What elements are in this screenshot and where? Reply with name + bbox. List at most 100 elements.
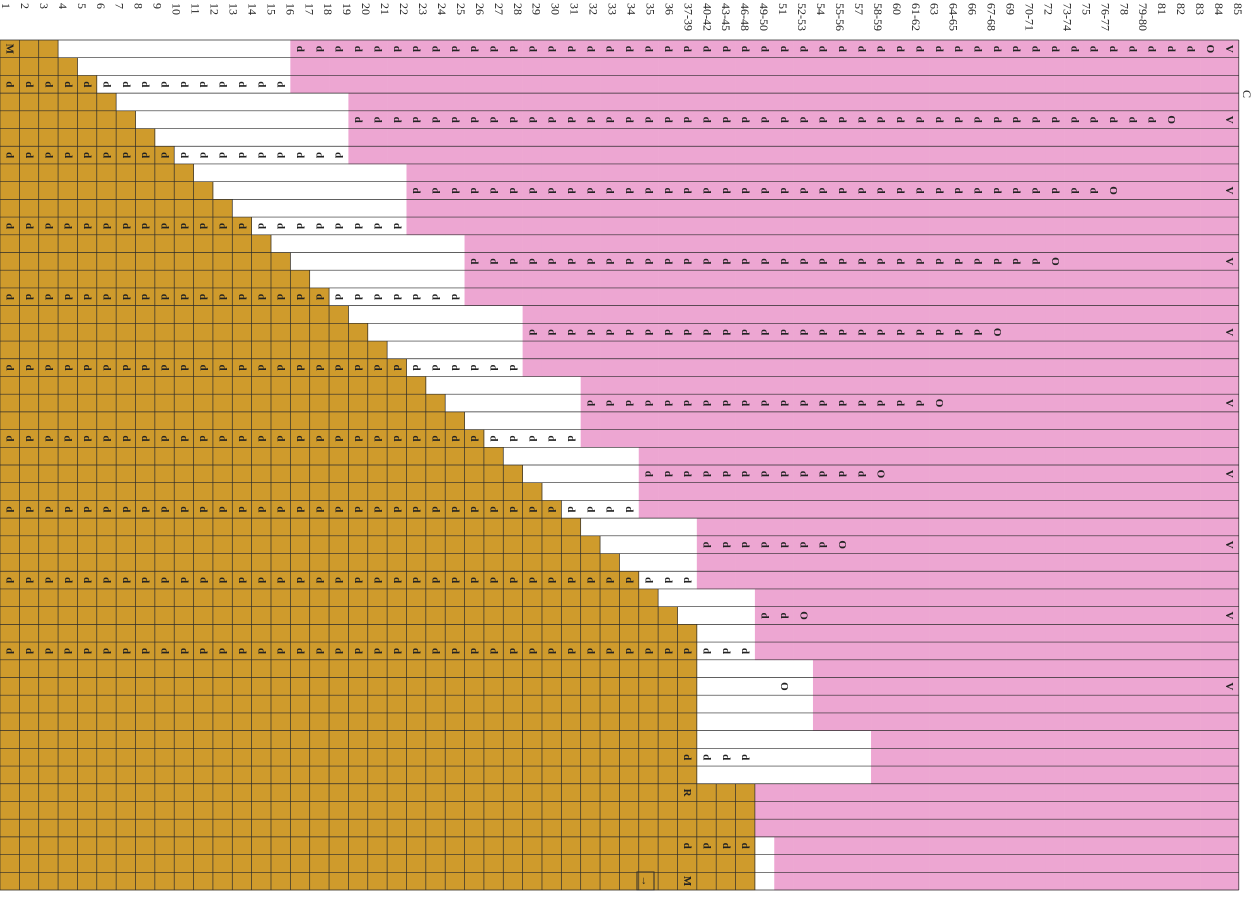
purl-symbol: d: [701, 400, 713, 406]
contrast-color-cell: [1006, 854, 1027, 873]
main-color-cell: [174, 606, 194, 625]
main-color-cell: [251, 394, 272, 413]
contrast-color-cell: [890, 252, 911, 271]
main-color-cell: [406, 624, 427, 643]
main-color-cell: [96, 128, 117, 147]
row-label: 82: [1174, 3, 1188, 15]
main-color-cell: [348, 588, 369, 607]
contrast-color-cell: [1161, 447, 1182, 466]
contrast-color-cell: [948, 571, 969, 590]
contrast-color-cell: [522, 128, 543, 147]
purl-symbol: d: [759, 329, 771, 335]
main-color-cell: [270, 553, 291, 572]
contrast-color-cell: [1219, 217, 1240, 236]
contrast-color-cell: [735, 128, 756, 147]
contrast-color-cell: [1045, 642, 1065, 661]
contrast-color-cell: [871, 40, 891, 59]
contrast-color-cell: [1025, 659, 1046, 678]
main-color-cell: [96, 588, 117, 607]
contrast-color-cell: [1025, 234, 1046, 253]
contrast-color-cell: [948, 305, 969, 324]
contrast-color-cell: [909, 783, 930, 802]
purl-symbol: d: [565, 648, 577, 654]
main-color-cell: [270, 836, 291, 855]
contrast-color-cell: [1142, 75, 1162, 94]
contrast-color-cell: [851, 783, 872, 802]
purl-symbol: d: [855, 329, 867, 335]
contrast-color-cell: [1103, 199, 1123, 218]
contrast-color-cell: [948, 429, 969, 448]
contrast-color-cell: [948, 783, 969, 802]
contrast-color-cell: [871, 819, 891, 838]
purl-symbol: d: [739, 843, 751, 849]
main-color-cell: [348, 465, 369, 484]
main-color-cell: [445, 447, 465, 466]
contrast-color-cell: [1103, 323, 1123, 342]
main-color-cell: [96, 217, 117, 236]
contrast-color-cell: [1161, 270, 1182, 289]
contrast-color-cell: [580, 110, 601, 129]
main-color-cell: [329, 854, 349, 873]
main-color-cell: [174, 181, 194, 200]
main-color-cell: [96, 234, 117, 253]
main-color-cell: [367, 606, 388, 625]
contrast-color-cell: [1064, 323, 1085, 342]
main-color-cell: [735, 801, 756, 820]
main-color-cell: [735, 872, 756, 891]
main-color-cell: [600, 695, 620, 714]
contrast-color-cell: [1006, 270, 1027, 289]
main-color-cell: [135, 305, 156, 324]
contrast-color-cell: [541, 199, 562, 218]
contrast-color-cell: [619, 394, 640, 413]
main-color-cell: [329, 518, 349, 537]
contrast-color-cell: [580, 323, 601, 342]
purl-symbol: d: [81, 152, 93, 158]
contrast-color-cell: [1006, 659, 1027, 678]
purl-symbol: d: [449, 506, 461, 512]
main-color-cell: [329, 341, 349, 360]
purl-symbol: d: [430, 435, 442, 441]
contrast-color-cell: [1064, 429, 1085, 448]
main-color-cell: [638, 606, 659, 625]
contrast-color-cell: [1045, 659, 1065, 678]
main-color-cell: [135, 642, 156, 661]
main-color-cell: [116, 217, 136, 236]
purl-symbol: d: [159, 577, 171, 583]
contrast-color-cell: [600, 110, 620, 129]
main-color-cell: [290, 518, 310, 537]
main-color-cell: [483, 465, 504, 484]
purl-symbol: d: [894, 46, 906, 52]
contrast-color-cell: [1045, 588, 1065, 607]
contrast-color-cell: [1161, 836, 1182, 855]
start-arrow: →: [636, 871, 655, 891]
contrast-color-cell: [1045, 40, 1065, 59]
main-color-cell: [154, 146, 175, 165]
contrast-color-cell: [619, 146, 640, 165]
main-color-cell: [387, 482, 407, 501]
contrast-color-cell: [1219, 305, 1240, 324]
purl-symbol: d: [817, 187, 829, 193]
main-color-cell: [232, 323, 252, 342]
contrast-color-cell: [541, 93, 562, 112]
contrast-color-cell: [677, 447, 698, 466]
purl-symbol: d: [294, 648, 306, 654]
main-color-cell: [38, 287, 59, 306]
contrast-color-cell: [1122, 783, 1143, 802]
main-color-cell: [309, 358, 330, 377]
purl-symbol: d: [836, 187, 848, 193]
contrast-color-cell: [1064, 146, 1085, 165]
main-color-cell: [367, 535, 388, 554]
contrast-color-cell: [851, 376, 872, 395]
contrast-color-cell: [774, 411, 794, 430]
contrast-color-cell: [464, 199, 485, 218]
main-color-cell: [116, 588, 136, 607]
contrast-color-cell: [890, 748, 911, 767]
contrast-color-cell: [561, 163, 581, 182]
purl-symbol: d: [1068, 187, 1080, 193]
contrast-color-cell: [793, 199, 814, 218]
contrast-color-cell: [1142, 535, 1162, 554]
main-color-cell: [348, 571, 369, 590]
contrast-color-cell: [987, 872, 1007, 891]
purl-symbol: d: [42, 365, 54, 371]
contrast-color-cell: [1142, 872, 1162, 891]
